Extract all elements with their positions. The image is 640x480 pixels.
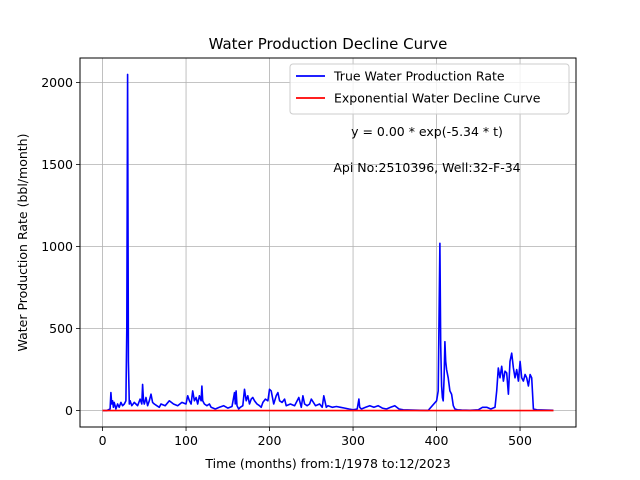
legend-label-true-rate: True Water Production Rate — [333, 69, 505, 84]
y-tick-label: 500 — [49, 321, 73, 336]
series-layer — [102, 73, 554, 412]
y-tick-label: 0 — [65, 403, 73, 418]
x-tick-label: 0 — [99, 433, 107, 448]
legend: True Water Production Rate Exponential W… — [289, 63, 570, 115]
chart-title: Water Production Decline Curve — [209, 35, 448, 53]
x-tick-label: 400 — [425, 433, 449, 448]
equation-annotation: y = 0.00 * exp(-5.34 * t) — [351, 124, 503, 139]
x-tick-label: 100 — [174, 433, 198, 448]
plot-frame — [79, 57, 577, 428]
y-tick-label: 1000 — [41, 239, 73, 254]
x-tick-label: 500 — [508, 433, 532, 448]
y-axis-label: Water Production Rate (bbl/month) — [15, 134, 30, 352]
legend-box — [289, 63, 570, 115]
x-tick-label: 200 — [258, 433, 282, 448]
y-tick-label: 2000 — [41, 75, 73, 90]
y-tick-label: 1500 — [41, 157, 73, 172]
x-tick-label: 300 — [341, 433, 365, 448]
well-annotation: Api No:2510396, Well:32-F-34 — [333, 160, 520, 175]
x-axis-label: Time (months) from:1/1978 to:12/2023 — [204, 456, 450, 471]
legend-label-exponential-curve: Exponential Water Decline Curve — [334, 91, 541, 106]
ticks: 0 100 200 300 400 500 0 500 1000 1500 2000 — [41, 75, 532, 448]
